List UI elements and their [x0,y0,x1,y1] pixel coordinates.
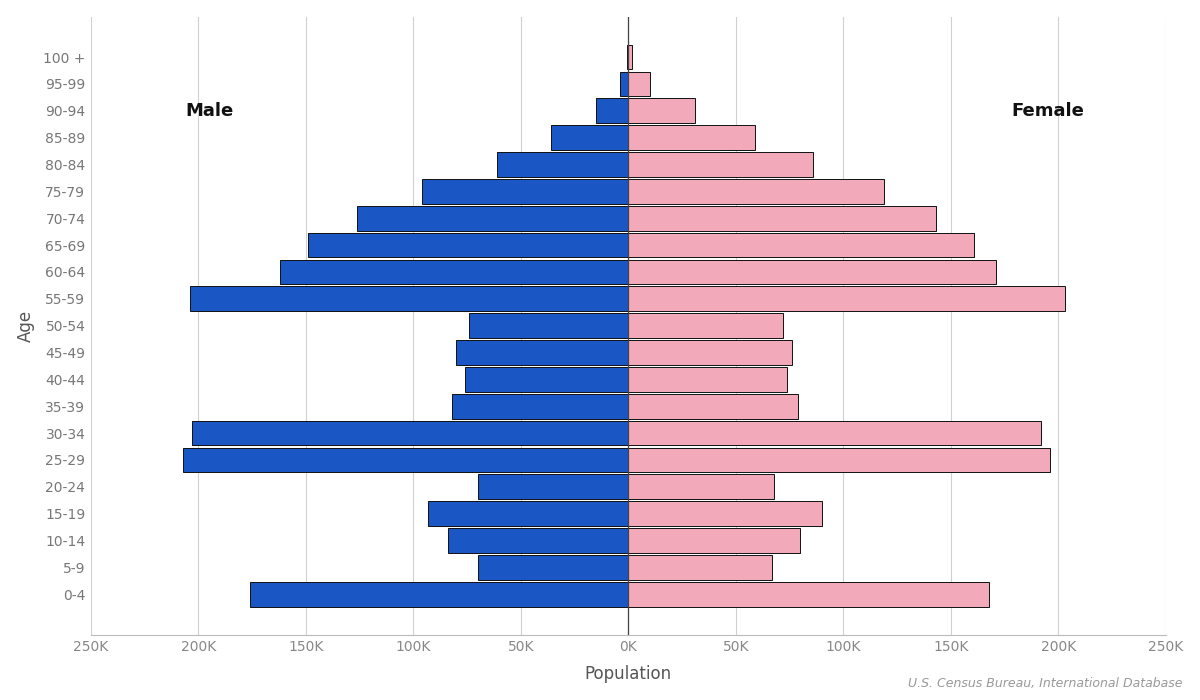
Bar [452,394,629,419]
Bar [629,340,792,365]
Bar [192,421,629,445]
Bar [629,394,798,419]
Bar [428,501,629,526]
Bar [629,152,814,177]
Bar [422,179,629,204]
Bar [629,260,996,284]
Text: Male: Male [185,102,233,120]
Bar [478,555,629,580]
Bar [629,367,787,392]
Bar [250,582,629,607]
Bar [478,475,629,499]
Bar [629,447,1050,473]
Y-axis label: Age: Age [17,309,35,342]
Bar [629,286,1064,312]
Bar [551,125,629,150]
Bar [464,367,629,392]
Bar [190,286,629,312]
Bar [629,555,773,580]
Bar [497,152,629,177]
Bar [629,206,936,230]
Bar [184,447,629,473]
Bar [448,528,629,553]
Bar [280,260,629,284]
Bar [469,314,629,338]
Bar [629,501,822,526]
Bar [629,179,884,204]
Bar [626,45,629,69]
Bar [358,206,629,230]
Bar [629,232,974,258]
Bar [629,528,800,553]
Bar [629,125,755,150]
Bar [308,232,629,258]
Bar [619,71,629,97]
Text: Female: Female [1012,102,1084,120]
Bar [629,582,990,607]
Bar [596,99,629,123]
Bar [629,45,632,69]
Bar [629,314,784,338]
Bar [456,340,629,365]
X-axis label: Population: Population [584,665,672,683]
Bar [629,71,650,97]
Bar [629,99,695,123]
Bar [629,475,774,499]
Text: U.S. Census Bureau, International Database: U.S. Census Bureau, International Databa… [907,676,1182,690]
Bar [629,421,1042,445]
